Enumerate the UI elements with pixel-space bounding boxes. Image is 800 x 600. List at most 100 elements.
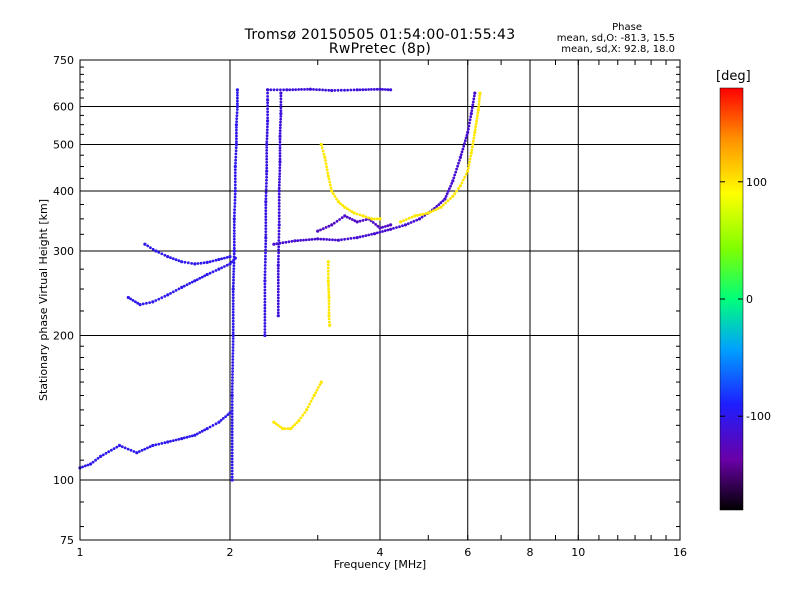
data-point [265,152,269,155]
data-point [439,201,443,205]
data-point [478,97,481,101]
data-point [263,273,267,277]
data-point [472,94,476,98]
chart-title-line1: Tromsø 20150505 01:54:00-01:55:43 [244,27,516,43]
data-point [458,159,461,162]
data-point [290,239,294,243]
colorbar-tick-label: 0 [746,293,753,306]
data-point [231,322,235,326]
data-point [304,238,308,242]
data-point [329,186,333,190]
data-point [263,312,267,316]
data-point [336,88,340,92]
data-point [305,408,309,412]
data-point [235,88,239,92]
data-point [230,475,234,479]
data-point [263,270,267,273]
data-point [163,253,167,257]
data-point [464,172,468,176]
phase-stats-x-mode: mean, sd,X: 92.8, 18.0 [561,44,675,55]
data-point [265,157,269,161]
data-point [386,224,390,228]
data-point [264,203,268,207]
data-point [232,281,235,285]
data-point [266,116,269,120]
data-point [319,228,322,232]
data-point [451,179,455,183]
data-point [232,232,236,235]
data-point [230,433,234,437]
data-point [336,200,340,204]
data-point [160,442,164,445]
data-point [283,427,287,430]
data-point [234,123,238,127]
data-point [230,457,234,461]
data-point [91,460,95,464]
data-point [235,137,238,141]
data-point [276,311,280,315]
data-point [407,216,411,220]
data-point [169,439,172,443]
data-point [277,223,281,227]
data-point [264,194,268,198]
data-point [107,450,111,454]
data-point [326,260,330,264]
data-point [195,432,199,436]
data-point [324,88,327,92]
data-point [302,238,305,242]
data-point [263,309,267,313]
data-point [276,302,280,306]
data-point [291,88,295,92]
phase-stats-o-mode: mean, sd,O: -81.3, 15.5 [556,33,675,44]
data-point [378,230,382,234]
data-point [230,460,234,464]
data-point [468,160,471,164]
data-point [166,255,170,259]
data-point [263,291,267,295]
data-point [355,236,359,240]
data-point [319,142,323,147]
data-point [99,454,103,458]
data-point [272,242,276,246]
data-point [471,142,475,146]
data-point [459,153,463,157]
data-point [467,163,471,167]
y-tick-label: 100 [53,474,74,487]
data-point [265,178,268,182]
data-point [299,238,302,242]
data-point [231,284,235,288]
data-point [235,131,238,135]
data-point [327,293,331,297]
data-point [185,435,189,439]
data-point [378,217,382,221]
data-point [326,171,330,175]
data-point [265,137,269,141]
data-point [331,238,334,242]
data-point [276,267,280,270]
data-point [455,167,458,171]
data-point [444,195,448,198]
data-point [171,290,175,294]
data-point [364,88,368,91]
y-tick-label: 600 [53,101,74,114]
data-point [264,191,268,195]
data-point [232,252,236,256]
data-point [465,133,469,137]
data-point [278,157,282,161]
data-point [112,447,116,450]
data-point [330,223,334,227]
data-point [231,313,235,317]
data-point [223,256,226,260]
data-point [264,254,267,258]
data-point [477,103,481,106]
data-point [471,103,475,107]
data-point [327,305,331,308]
data-point [336,238,340,242]
x-axis-label: Frequency [MHz] [334,558,426,571]
data-point [315,388,319,392]
data-point [233,208,237,212]
data-point [332,221,336,225]
data-point [469,115,473,119]
data-point [279,112,283,116]
